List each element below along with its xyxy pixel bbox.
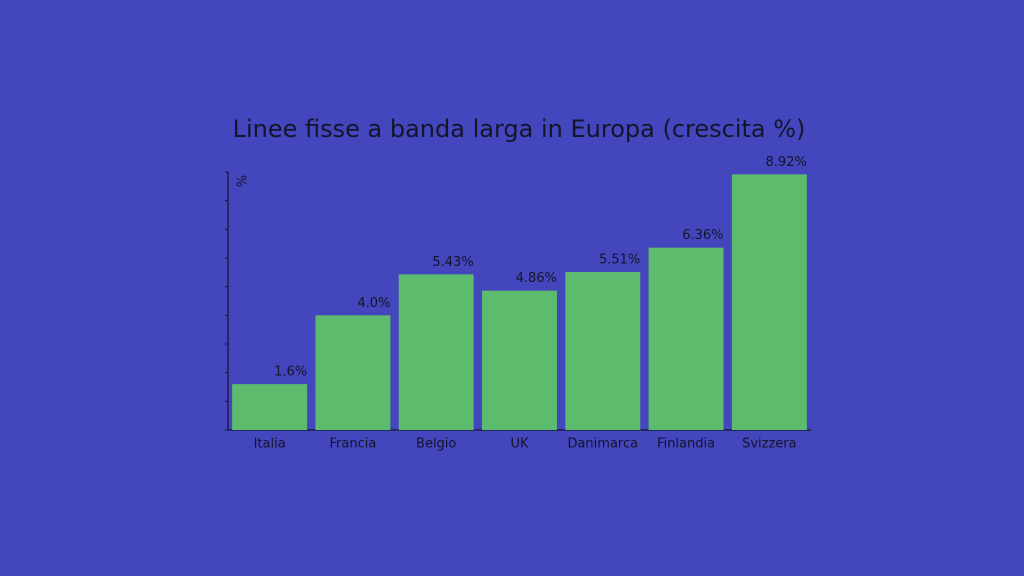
x-tick-label: Italia (254, 437, 286, 452)
value-label: 5.43% (432, 255, 473, 270)
x-tick-label: Svizzera (742, 437, 797, 452)
x-tick-label: UK (510, 437, 529, 452)
bar (232, 384, 308, 430)
x-tick-label: Belgio (416, 437, 456, 452)
value-label: 5.51% (599, 253, 640, 268)
value-label: 8.92% (766, 155, 807, 170)
x-tick-label: Danimarca (567, 437, 638, 452)
bar (398, 274, 474, 430)
value-label: 4.86% (516, 271, 557, 286)
bar (482, 290, 557, 430)
value-label: 4.0% (357, 296, 390, 311)
chart-title: Linee fisse a banda larga in Europa (cre… (233, 115, 806, 143)
bar (648, 247, 724, 430)
x-tick-label: Finlandia (657, 437, 715, 452)
value-label: 1.6% (274, 365, 307, 380)
y-axis-label: % (233, 175, 248, 187)
bar (731, 174, 807, 430)
x-tick-label: Francia (330, 437, 377, 452)
value-label: 6.36% (682, 228, 723, 243)
bar (565, 272, 641, 430)
bar (315, 315, 391, 430)
